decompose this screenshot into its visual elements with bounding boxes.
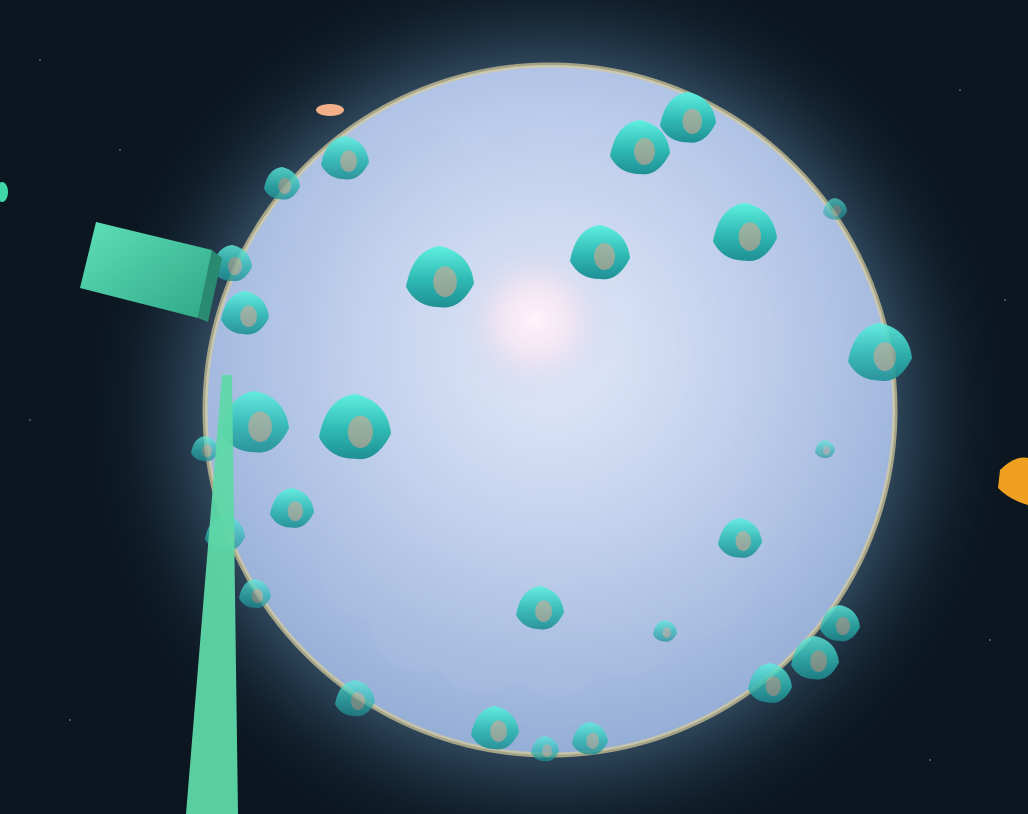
receptor-group — [191, 92, 912, 762]
receptor-spike — [319, 394, 391, 460]
star-field — [29, 59, 1006, 761]
receptor-body — [264, 167, 300, 200]
receptor-tip — [594, 243, 615, 270]
receptor-tip — [542, 744, 552, 757]
receptor-spike — [239, 579, 271, 608]
receptor-tip — [823, 446, 830, 455]
receptor-spike — [270, 488, 314, 528]
receptor-tip — [836, 617, 850, 635]
receptor-tip — [287, 501, 303, 521]
receptor-spike — [570, 225, 630, 280]
receptor-tip — [682, 108, 702, 134]
receptor-spike — [335, 680, 375, 717]
receptor-tip — [248, 411, 272, 443]
receptor-spike — [264, 167, 300, 200]
receptor-tip — [765, 676, 781, 696]
receptor-body — [848, 323, 912, 381]
receptor-spike — [610, 120, 670, 175]
receptor-spike — [212, 245, 252, 282]
receptor-tip — [228, 257, 242, 275]
orange-fragment[interactable] — [998, 457, 1028, 506]
receptor-spike — [406, 246, 474, 308]
receptor-body — [321, 136, 369, 180]
receptor-spike — [321, 136, 369, 180]
receptor-body — [748, 663, 792, 703]
receptor-body — [335, 680, 375, 717]
receptor-body — [531, 736, 559, 762]
receptor-body — [653, 620, 677, 642]
receptor-body — [270, 488, 314, 528]
receptor-spike — [815, 440, 835, 459]
receptor-tip — [873, 342, 896, 371]
receptor-spike — [820, 605, 860, 642]
orange-speck — [316, 104, 344, 116]
receptor-body — [572, 722, 608, 755]
receptor-tip — [735, 531, 751, 551]
receptor-spike — [791, 636, 839, 680]
probe-block[interactable] — [80, 222, 212, 318]
receptor-spike — [191, 436, 219, 462]
receptor-spike — [471, 706, 519, 750]
receptor-spike — [848, 323, 912, 381]
receptor-tip — [810, 650, 827, 672]
light-spot — [450, 235, 620, 405]
receptor-spike — [713, 203, 777, 261]
receptor-body — [516, 586, 564, 630]
receptor-body — [815, 440, 835, 459]
receptor-spike — [221, 391, 289, 453]
receptor-spike — [516, 586, 564, 630]
receptor-tip — [490, 720, 507, 742]
receptor-tip — [738, 222, 761, 252]
receptor-tip — [202, 444, 213, 458]
receptor-body — [239, 579, 271, 608]
green-fragment[interactable] — [0, 182, 8, 202]
receptor-spike — [221, 291, 269, 335]
receptor-tip — [351, 692, 365, 710]
receptor-tip — [251, 588, 263, 603]
probe-block-side — [198, 250, 222, 322]
receptor-tip — [278, 177, 292, 194]
receptor-spike — [748, 663, 792, 703]
receptor-tip — [634, 138, 655, 165]
receptor-tip — [340, 150, 357, 172]
receptor-spike — [823, 198, 847, 220]
receptor-tip — [347, 415, 373, 448]
receptor-tip — [586, 732, 599, 750]
receptor-tip — [433, 266, 457, 298]
receptor-tip — [832, 205, 841, 217]
receptor-spike — [531, 736, 559, 762]
receptor-body — [212, 245, 252, 282]
receptor-body — [221, 391, 289, 453]
virus-orb[interactable] — [202, 62, 898, 758]
receptor-tip — [240, 305, 257, 328]
receptor-body — [718, 518, 762, 558]
receptor-tip — [662, 627, 671, 638]
receptor-body — [471, 706, 519, 750]
receptor-tip — [535, 600, 552, 622]
receptor-body — [221, 291, 269, 335]
receptor-spike — [572, 722, 608, 755]
receptor-body — [791, 636, 839, 680]
receptor-body — [823, 198, 847, 220]
receptor-spike — [718, 518, 762, 558]
receptor-spike — [653, 620, 677, 642]
receptor-spike — [660, 92, 716, 143]
receptor-body — [191, 436, 219, 462]
controller-pointer[interactable] — [186, 375, 238, 814]
receptor-body — [820, 605, 860, 642]
